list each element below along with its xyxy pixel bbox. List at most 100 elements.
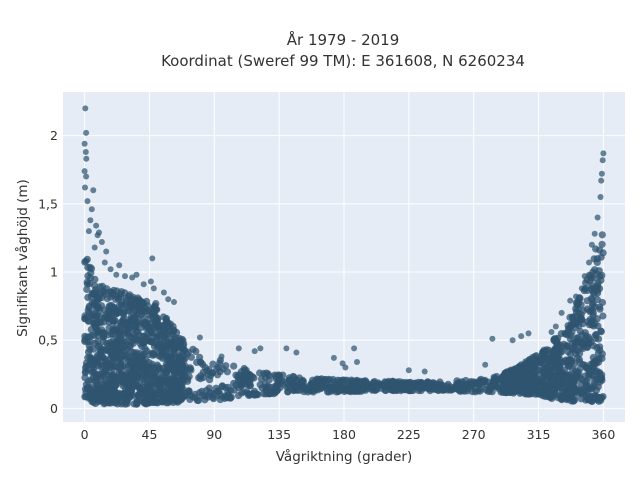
data-point bbox=[111, 382, 119, 390]
data-point bbox=[284, 388, 292, 396]
data-point bbox=[81, 140, 88, 147]
x-tick-label: 225 bbox=[397, 427, 421, 442]
data-point bbox=[579, 320, 587, 328]
data-point bbox=[140, 281, 147, 288]
data-point bbox=[107, 266, 114, 273]
data-point bbox=[146, 350, 154, 358]
data-point bbox=[218, 382, 226, 390]
data-point bbox=[598, 231, 606, 239]
data-point bbox=[523, 381, 531, 389]
data-point bbox=[577, 314, 585, 322]
data-point bbox=[180, 371, 189, 379]
data-point bbox=[88, 368, 96, 376]
data-point bbox=[453, 377, 461, 385]
data-point bbox=[593, 258, 601, 266]
data-point bbox=[563, 342, 571, 350]
data-point bbox=[114, 332, 123, 340]
data-point bbox=[206, 376, 214, 384]
data-point bbox=[216, 396, 224, 404]
data-point bbox=[103, 285, 111, 293]
data-point bbox=[582, 396, 590, 404]
data-point bbox=[385, 382, 393, 390]
data-point bbox=[83, 173, 90, 180]
data-point bbox=[518, 333, 525, 340]
data-point bbox=[597, 194, 604, 200]
data-point bbox=[565, 326, 573, 335]
data-point bbox=[140, 338, 148, 346]
data-point bbox=[132, 321, 140, 329]
x-tick-label: 45 bbox=[142, 427, 158, 442]
data-point bbox=[421, 368, 428, 375]
data-point bbox=[126, 392, 134, 400]
data-point bbox=[119, 382, 127, 390]
data-point bbox=[153, 390, 161, 398]
data-point bbox=[556, 362, 564, 370]
data-point bbox=[110, 360, 118, 368]
data-point bbox=[199, 360, 207, 369]
data-point bbox=[104, 312, 112, 320]
data-point bbox=[154, 363, 162, 371]
data-point bbox=[122, 273, 128, 280]
data-point bbox=[538, 356, 546, 364]
data-point bbox=[166, 393, 174, 402]
data-point bbox=[232, 371, 240, 379]
data-point bbox=[132, 296, 140, 304]
data-point bbox=[160, 380, 168, 388]
data-point bbox=[122, 294, 131, 302]
data-point bbox=[600, 150, 607, 157]
data-point bbox=[293, 349, 300, 356]
data-point bbox=[525, 330, 532, 337]
data-point bbox=[594, 214, 601, 221]
data-point bbox=[108, 341, 117, 349]
data-point bbox=[192, 394, 200, 402]
data-point bbox=[271, 372, 280, 380]
data-point bbox=[573, 354, 581, 362]
data-point bbox=[311, 385, 319, 393]
data-point bbox=[100, 318, 108, 326]
x-axis-title: Vågriktning (grader) bbox=[276, 448, 413, 465]
data-point bbox=[82, 149, 89, 155]
data-point bbox=[526, 365, 534, 373]
data-point bbox=[468, 388, 476, 396]
data-point bbox=[257, 345, 264, 352]
x-tick-label: 360 bbox=[591, 427, 615, 442]
data-point bbox=[540, 371, 549, 379]
data-point bbox=[151, 316, 159, 324]
data-point bbox=[591, 319, 599, 328]
data-point bbox=[584, 389, 592, 397]
data-point bbox=[339, 360, 346, 367]
data-point bbox=[594, 383, 602, 391]
data-point bbox=[552, 323, 559, 330]
x-tick-label: 270 bbox=[462, 427, 486, 442]
data-point bbox=[576, 364, 585, 372]
data-point bbox=[517, 388, 526, 396]
data-point bbox=[335, 379, 343, 387]
data-point bbox=[577, 380, 585, 388]
data-point bbox=[224, 388, 232, 396]
data-point bbox=[588, 241, 595, 248]
data-point bbox=[547, 393, 555, 401]
data-point bbox=[575, 296, 582, 303]
chart-subtitle: Koordinat (Sweref 99 TM): E 361608, N 62… bbox=[161, 52, 525, 70]
data-point bbox=[567, 297, 574, 304]
data-point bbox=[548, 329, 555, 335]
data-point bbox=[86, 263, 94, 271]
data-point bbox=[84, 198, 91, 205]
x-tick-label: 90 bbox=[206, 427, 222, 442]
data-point bbox=[136, 368, 144, 376]
data-point bbox=[85, 228, 92, 235]
chart-title: År 1979 - 2019 bbox=[287, 30, 400, 49]
data-point bbox=[585, 373, 593, 381]
data-point bbox=[425, 384, 433, 392]
data-point bbox=[124, 319, 132, 327]
data-point bbox=[209, 360, 217, 368]
data-point bbox=[157, 352, 165, 361]
data-point bbox=[522, 358, 530, 366]
x-tick-label: 0 bbox=[81, 427, 89, 442]
data-point bbox=[405, 367, 412, 374]
data-point bbox=[133, 271, 140, 278]
data-point bbox=[93, 288, 101, 296]
data-point bbox=[147, 328, 155, 336]
data-point bbox=[571, 373, 579, 381]
